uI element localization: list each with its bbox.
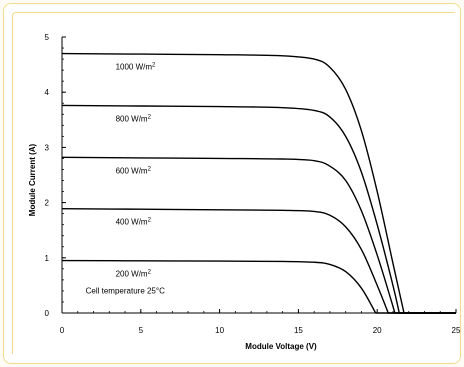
y-tick-label: 1 (45, 254, 50, 263)
curves (61, 52, 456, 314)
ticks: 0 1 2 3 4 5 0 5 10 15 20 25 (45, 33, 461, 335)
x-tick-label: 5 (139, 326, 144, 335)
x-tick-label: 25 (452, 326, 461, 335)
iv-curve-series-0 (61, 52, 405, 314)
iv-curve-series-3 (61, 207, 389, 314)
series-label-4: 200 W/m2 (116, 270, 152, 279)
y-axis-title: Module Current (A) (28, 143, 37, 216)
cell-temperature-note: Cell temperature 25°C (86, 287, 165, 296)
iv-curve-series-2 (61, 156, 396, 314)
x-tick-label: 0 (60, 326, 65, 335)
x-tick-label: 10 (215, 326, 224, 335)
x-axis-title: Module Voltage (V) (245, 342, 317, 351)
series-label-2: 600 W/m2 (116, 166, 152, 175)
y-tick-label: 3 (45, 143, 50, 152)
series-label-3: 400 W/m2 (116, 218, 152, 227)
y-tick-label: 4 (45, 88, 50, 97)
y-tick-label: 2 (45, 199, 50, 208)
iv-curve-series-1 (61, 104, 400, 314)
series-label-0: 1000 W/m2 (116, 63, 156, 72)
x-tick-label: 20 (373, 326, 382, 335)
series-label-1: 800 W/m2 (116, 114, 152, 123)
y-tick-label: 0 (45, 309, 50, 318)
x-tick-label: 15 (294, 326, 303, 335)
y-tick-label: 5 (45, 33, 50, 42)
iv-curve-series-4 (61, 259, 377, 314)
curve-labels: 1000 W/m2 800 W/m2 600 W/m2 400 W/m2 200 W/m… (116, 63, 156, 279)
